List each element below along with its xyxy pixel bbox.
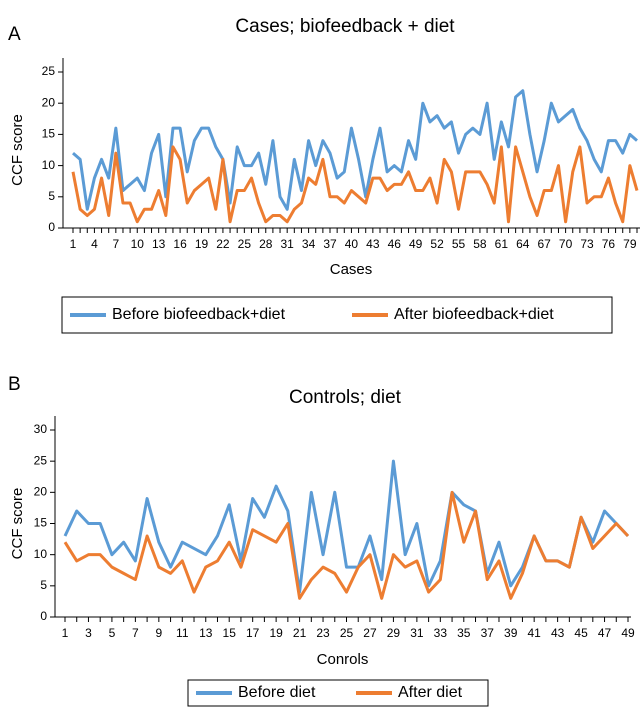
x-tick-label: 45 xyxy=(574,626,588,640)
x-tick-label: 23 xyxy=(316,626,330,640)
y-tick-label: 30 xyxy=(34,422,48,436)
x-tick-label: 49 xyxy=(409,237,423,251)
series-line xyxy=(72,89,638,211)
legend-label: Before biofeedback+diet xyxy=(112,306,286,323)
y-tick-label: 20 xyxy=(42,95,56,109)
x-tick-label: 11 xyxy=(176,626,189,640)
legend-box xyxy=(187,679,489,707)
x-tick-label: 29 xyxy=(387,626,401,640)
x-tick-label: 61 xyxy=(495,237,509,251)
chart-title: Cases; biofeedback + diet xyxy=(235,16,455,37)
x-tick-label: 40 xyxy=(345,237,359,251)
y-tick-label: 5 xyxy=(48,189,55,203)
x-tick-label: 34 xyxy=(302,237,316,251)
x-tick-label: 58 xyxy=(473,237,487,251)
y-tick-label: 10 xyxy=(42,158,56,172)
x-tick-label: 76 xyxy=(602,237,616,251)
y-tick-label: 0 xyxy=(40,609,47,623)
x-tick-label: 73 xyxy=(580,237,594,251)
x-tick-label: 31 xyxy=(280,237,294,251)
series-line xyxy=(63,490,630,600)
legend-label: After diet xyxy=(398,684,463,701)
x-tick-label: 19 xyxy=(269,626,283,640)
x-tick-label: 35 xyxy=(457,626,471,640)
x-axis-label: Cases xyxy=(330,261,373,278)
x-tick-label: 15 xyxy=(223,626,237,640)
x-tick-label: 49 xyxy=(621,626,635,640)
x-tick-label: 13 xyxy=(199,626,213,640)
x-tick-label: 1 xyxy=(62,626,69,640)
x-tick-label: 41 xyxy=(527,626,541,640)
x-tick-label: 70 xyxy=(559,237,573,251)
x-tick-label: 27 xyxy=(363,626,377,640)
y-tick-label: 25 xyxy=(42,64,56,78)
x-tick-label: 7 xyxy=(112,237,119,251)
y-axis-label: CCF score xyxy=(9,114,26,186)
x-tick-label: 52 xyxy=(430,237,444,251)
legend-label: Before diet xyxy=(238,684,316,701)
x-tick-label: 4 xyxy=(91,237,98,251)
x-tick-label: 33 xyxy=(434,626,448,640)
y-tick-label: 0 xyxy=(48,220,55,234)
x-tick-label: 47 xyxy=(598,626,612,640)
x-tick-label: 43 xyxy=(551,626,565,640)
y-tick-label: 15 xyxy=(42,127,56,141)
y-tick-label: 20 xyxy=(34,485,48,499)
x-tick-label: 79 xyxy=(623,237,637,251)
x-tick-label: 25 xyxy=(238,237,252,251)
x-tick-label: 19 xyxy=(195,237,209,251)
x-tick-label: 31 xyxy=(410,626,424,640)
x-tick-label: 22 xyxy=(216,237,230,251)
x-tick-label: 28 xyxy=(259,237,273,251)
x-tick-label: 3 xyxy=(85,626,92,640)
x-tick-label: 17 xyxy=(246,626,260,640)
panel-label: B xyxy=(8,374,21,395)
x-tick-label: 16 xyxy=(173,237,187,251)
x-tick-label: 55 xyxy=(452,237,466,251)
y-tick-label: 5 xyxy=(40,578,47,592)
x-tick-label: 9 xyxy=(155,626,162,640)
legend-label: After biofeedback+diet xyxy=(394,306,554,323)
x-tick-label: 64 xyxy=(516,237,530,251)
y-axis-label: CCF score xyxy=(9,488,26,560)
x-tick-label: 46 xyxy=(388,237,402,251)
x-tick-label: 25 xyxy=(340,626,354,640)
y-tick-label: 25 xyxy=(34,453,48,467)
y-tick-label: 15 xyxy=(34,516,48,530)
legend-box xyxy=(61,296,613,334)
chart-title: Controls; diet xyxy=(289,387,402,408)
x-tick-label: 13 xyxy=(152,237,166,251)
x-axis-label: Conrols xyxy=(317,651,369,668)
x-tick-label: 39 xyxy=(504,626,518,640)
x-tick-label: 43 xyxy=(366,237,380,251)
x-tick-label: 5 xyxy=(109,626,116,640)
x-tick-label: 37 xyxy=(481,626,495,640)
x-tick-label: 21 xyxy=(293,626,307,640)
x-tick-label: 7 xyxy=(132,626,139,640)
x-tick-label: 10 xyxy=(131,237,145,251)
panel-label: A xyxy=(8,24,21,45)
series-line xyxy=(63,459,630,594)
series-line xyxy=(71,145,639,224)
chart-panel: 0 5 10 15 20 25 1 4 7 10 13 16 19 22 25 28 31 34 37 40 43 46 4… xyxy=(8,16,640,334)
x-tick-label: 1 xyxy=(70,237,77,251)
y-tick-label: 10 xyxy=(34,547,48,561)
x-tick-label: 67 xyxy=(538,237,552,251)
x-tick-label: 37 xyxy=(323,237,337,251)
